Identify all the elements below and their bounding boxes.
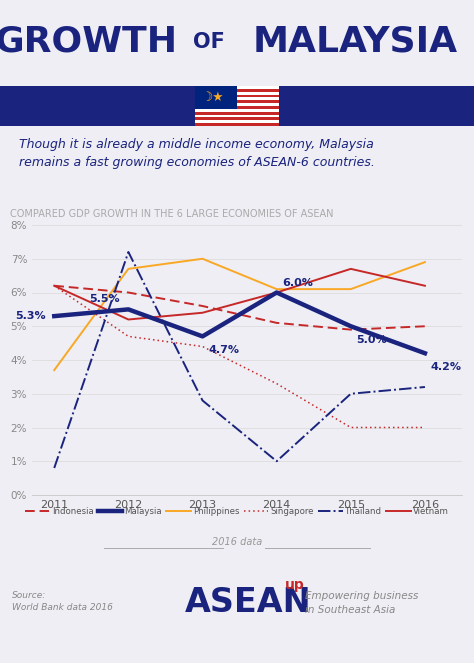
Text: ☽★: ☽★	[201, 91, 224, 104]
Bar	[195, 106, 279, 109]
Bar	[195, 91, 279, 95]
Bar	[195, 115, 279, 117]
Text: 5.0%: 5.0%	[356, 335, 387, 345]
Bar	[195, 97, 279, 100]
Bar	[195, 120, 279, 123]
Text: Though it is already a middle income economy, Malaysia
remains a fast growing ec: Though it is already a middle income eco…	[19, 139, 375, 170]
Bar	[195, 95, 279, 97]
Text: 2016 data: 2016 data	[212, 537, 262, 547]
Bar	[195, 100, 279, 103]
Text: Source:
World Bank data 2016: Source: World Bank data 2016	[12, 591, 113, 612]
Bar	[195, 86, 279, 89]
Text: 4.2%: 4.2%	[430, 362, 462, 372]
Text: 5.3%: 5.3%	[15, 311, 46, 321]
Bar	[195, 117, 279, 120]
Bar	[195, 109, 279, 111]
Legend: Indonesia, Malaysia, Philippines, Singapore, Thailand, Vietnam: Indonesia, Malaysia, Philippines, Singap…	[22, 504, 452, 520]
Bar	[195, 123, 279, 126]
Bar	[195, 103, 279, 106]
Text: 4.7%: 4.7%	[208, 345, 239, 355]
Text: OF: OF	[192, 32, 225, 52]
Text: 6.0%: 6.0%	[282, 278, 313, 288]
Text: up: up	[285, 578, 305, 592]
Bar	[0, 86, 195, 126]
Text: COMPARED GDP GROWTH IN THE 6 LARGE ECONOMIES OF ASEAN: COMPARED GDP GROWTH IN THE 6 LARGE ECONO…	[10, 209, 334, 219]
Text: MALAYSIA: MALAYSIA	[253, 25, 458, 59]
Text: Empowering business
in Southeast Asia: Empowering business in Southeast Asia	[305, 591, 419, 615]
Bar	[195, 86, 237, 109]
Bar	[195, 111, 279, 115]
Bar	[279, 86, 474, 126]
Bar	[195, 89, 279, 91]
Text: GROWTH: GROWTH	[0, 25, 177, 59]
Text: ASEAN: ASEAN	[185, 587, 312, 619]
Text: 5.5%: 5.5%	[90, 294, 120, 304]
